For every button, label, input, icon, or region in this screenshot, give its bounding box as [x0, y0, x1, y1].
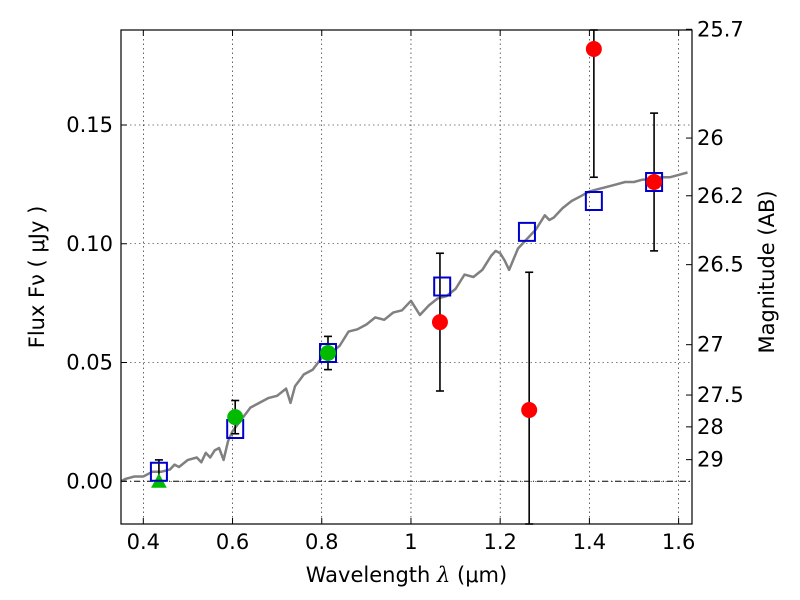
plot-frame — [120, 29, 693, 525]
model-photometry-square — [433, 276, 452, 297]
x-axis-label: Wavelength λ (μm) — [306, 563, 507, 587]
x-tick-label: 0.6 — [216, 530, 249, 554]
right-tick-label: 26.5 — [697, 253, 744, 277]
right-tick-label: 29 — [697, 448, 724, 472]
x-tick-label: 0.8 — [305, 530, 338, 554]
photometry-point — [521, 402, 538, 418]
y-axis-label: Flux Fν ( μJy ) — [25, 206, 49, 349]
y-tick-label: 0.15 — [66, 113, 113, 137]
model-photometry-square — [517, 221, 536, 242]
x-tick-label: 1.6 — [662, 530, 695, 554]
photometry-point — [646, 174, 663, 190]
model-photometry-square — [584, 191, 603, 211]
y-tick-label: 0.05 — [66, 351, 113, 375]
ticks: 0.4 0.6 0.8 1 1.2 1.4 1.6 0.00 0.05 0.10 0.15 25.7 2… — [66, 17, 744, 554]
right-tick-label: 25.7 — [697, 17, 744, 41]
right-axis-label: Magnitude (AB) — [755, 190, 779, 353]
photometry-point — [585, 41, 602, 57]
right-tick-label: 26.2 — [697, 184, 744, 208]
model-photometry-square — [149, 461, 168, 482]
right-tick-label: 28 — [697, 415, 724, 439]
photometry-point — [227, 409, 244, 426]
photometry-point — [431, 314, 448, 331]
x-tick-label: 1.4 — [573, 530, 606, 554]
y-tick-label: 0.10 — [66, 232, 113, 256]
sed-model-line — [120, 171, 688, 483]
series-layer — [120, 29, 688, 525]
x-tick-label: 1.2 — [483, 530, 516, 554]
x-tick-label: 1 — [404, 530, 417, 554]
photometry-point — [319, 345, 336, 361]
right-tick-label: 27 — [697, 333, 724, 357]
y-tick-label: 0.00 — [66, 469, 113, 493]
right-tick-label: 26 — [697, 126, 724, 150]
right-tick-label: 27.5 — [697, 383, 744, 407]
x-tick-label: 0.4 — [127, 530, 160, 554]
